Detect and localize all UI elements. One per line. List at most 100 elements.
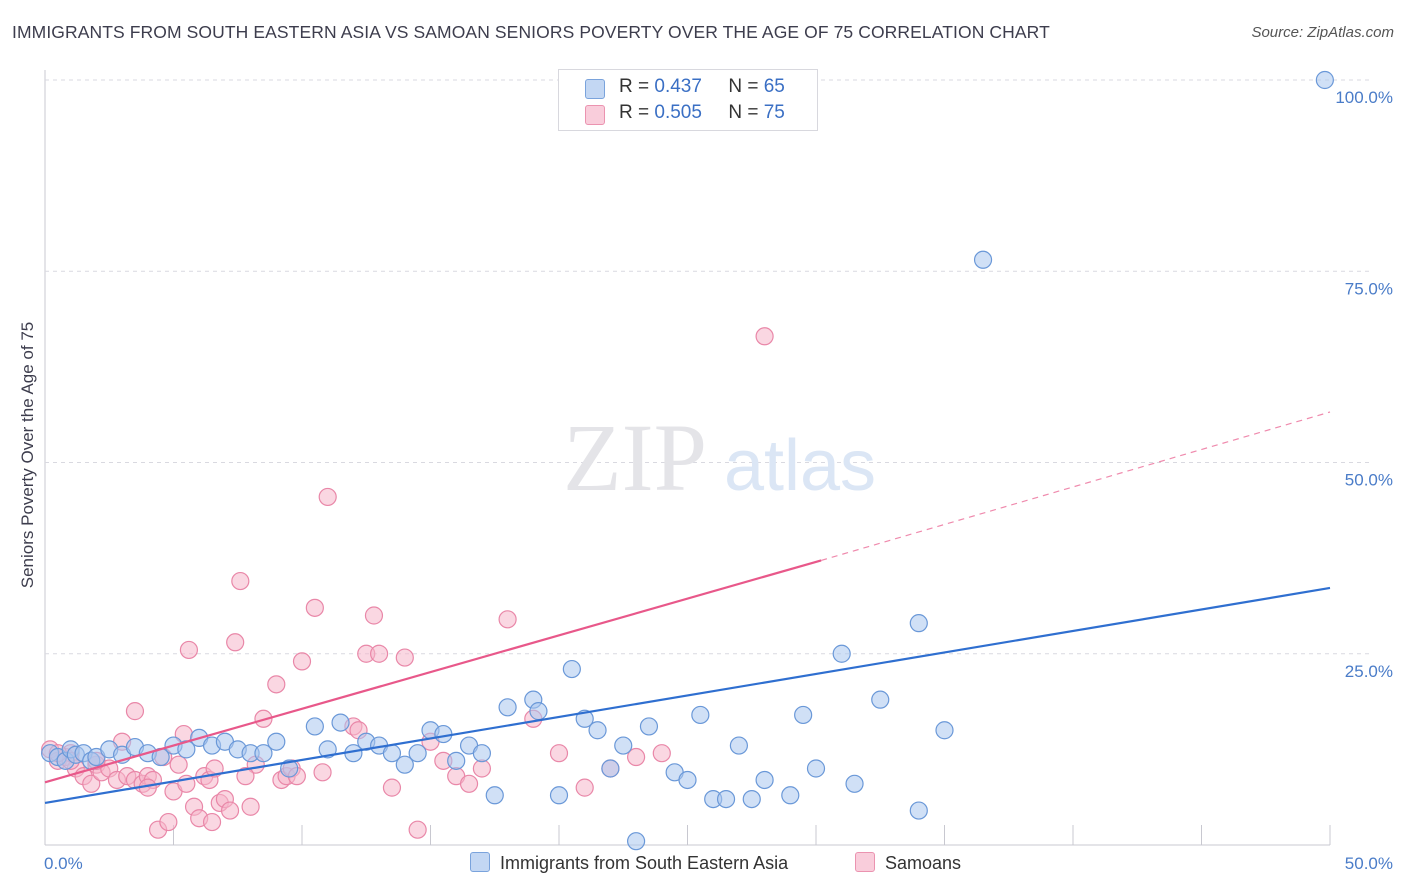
point-samoans	[125, 702, 145, 721]
r-value: 0.437	[654, 76, 702, 97]
point-immigrants	[639, 717, 659, 736]
point-samoans	[382, 778, 402, 797]
y-tick-label: 100.0%	[1335, 88, 1393, 107]
legend-swatch-blue	[470, 852, 490, 872]
point-immigrants	[614, 736, 633, 755]
legend-swatch-pink	[855, 852, 875, 872]
point-immigrants	[408, 744, 427, 763]
point-immigrants	[472, 744, 491, 763]
point-samoans	[626, 747, 646, 767]
point-immigrants	[909, 614, 928, 633]
point-samoans	[236, 767, 255, 786]
point-immigrants	[716, 789, 736, 809]
correlation-legend: R = 0.437 N = 65 R = 0.505 N = 75	[558, 69, 818, 131]
point-immigrants	[498, 698, 517, 717]
y-tick-label: 75.0%	[1345, 279, 1393, 298]
r-label: R =	[619, 76, 650, 97]
point-samoans	[292, 652, 312, 671]
point-immigrants	[806, 759, 826, 778]
n-label: N =	[728, 102, 759, 123]
point-immigrants	[331, 713, 350, 732]
tick-labels: 25.0% 50.0% 75.0% 100.0% 0.0% 50.0%	[44, 88, 1393, 873]
point-samoans	[226, 633, 245, 652]
point-immigrants	[1315, 70, 1334, 90]
point-samoans	[459, 774, 479, 793]
point-immigrants	[845, 774, 864, 793]
point-samoans	[231, 571, 250, 591]
point-immigrants	[305, 717, 324, 736]
point-immigrants	[691, 705, 710, 725]
grid-lines	[44, 70, 1370, 846]
point-samoans	[755, 327, 774, 346]
point-samoans	[313, 763, 332, 782]
point-immigrants	[267, 732, 286, 751]
point-samoans	[241, 797, 260, 816]
trendline-immigrants	[44, 586, 1331, 805]
n-label: N =	[728, 76, 759, 97]
point-immigrants	[601, 759, 620, 778]
watermark-zip: ZIP	[563, 404, 707, 511]
point-immigrants	[280, 759, 299, 778]
r-label: R =	[619, 102, 650, 123]
point-immigrants	[871, 690, 890, 709]
point-immigrants	[832, 644, 851, 663]
point-samoans	[220, 801, 240, 820]
point-samoans	[169, 755, 188, 774]
y-tick-label: 25.0%	[1345, 662, 1393, 681]
x-tick-label: 0.0%	[44, 854, 83, 873]
point-immigrants	[434, 724, 453, 744]
point-immigrants	[781, 786, 800, 805]
point-immigrants	[447, 751, 466, 770]
point-samoans	[364, 606, 384, 625]
point-samoans	[549, 744, 569, 763]
point-immigrants	[529, 702, 548, 721]
point-immigrants	[395, 755, 414, 774]
point-immigrants	[935, 721, 954, 740]
point-immigrants	[562, 659, 581, 679]
point-samoans	[652, 744, 671, 763]
point-immigrants	[626, 832, 646, 851]
legend-label: Immigrants from South Eastern Asia	[500, 853, 789, 873]
point-immigrants	[909, 801, 928, 820]
point-samoans	[498, 610, 517, 629]
legend-item-immigrants: Immigrants from South Eastern Asia	[470, 852, 788, 876]
point-samoans	[472, 759, 491, 778]
point-immigrants	[254, 744, 273, 763]
point-samoans	[179, 640, 199, 660]
x-tick-label: 50.0%	[1345, 854, 1393, 873]
point-samoans	[408, 820, 427, 839]
r-value: 0.505	[654, 102, 702, 123]
point-immigrants	[755, 770, 774, 790]
trendline-samoans	[44, 559, 822, 784]
point-immigrants	[973, 250, 993, 269]
y-tick-label: 50.0%	[1345, 471, 1393, 490]
source-label: Source: ZipAtlas.com	[1251, 24, 1394, 41]
legend-swatch-blue	[585, 79, 605, 99]
point-immigrants	[678, 770, 697, 790]
point-immigrants	[575, 709, 594, 728]
point-immigrants	[794, 705, 813, 725]
point-samoans	[82, 774, 101, 793]
point-samoans	[159, 812, 178, 832]
point-immigrants	[318, 740, 337, 759]
watermark-atlas: atlas	[724, 426, 876, 506]
trend-lines	[44, 411, 1331, 805]
data-points	[41, 70, 1334, 851]
n-value: 65	[763, 76, 785, 97]
legend-item-samoans: Samoans	[855, 852, 961, 876]
legend-swatch-pink	[585, 105, 605, 125]
legend-label: Samoans	[885, 853, 962, 873]
chart-title: IMMIGRANTS FROM SOUTH EASTERN ASIA VS SA…	[12, 22, 1050, 42]
point-samoans	[318, 487, 337, 507]
point-immigrants	[742, 789, 761, 809]
trendline-samoans-extension	[820, 411, 1331, 561]
point-samoans	[575, 778, 594, 797]
point-samoans	[395, 648, 414, 667]
point-immigrants	[485, 786, 504, 805]
n-value: 75	[763, 102, 785, 123]
point-samoans	[267, 675, 286, 694]
point-immigrants	[549, 786, 569, 805]
point-immigrants	[729, 736, 749, 755]
point-samoans	[305, 598, 324, 617]
